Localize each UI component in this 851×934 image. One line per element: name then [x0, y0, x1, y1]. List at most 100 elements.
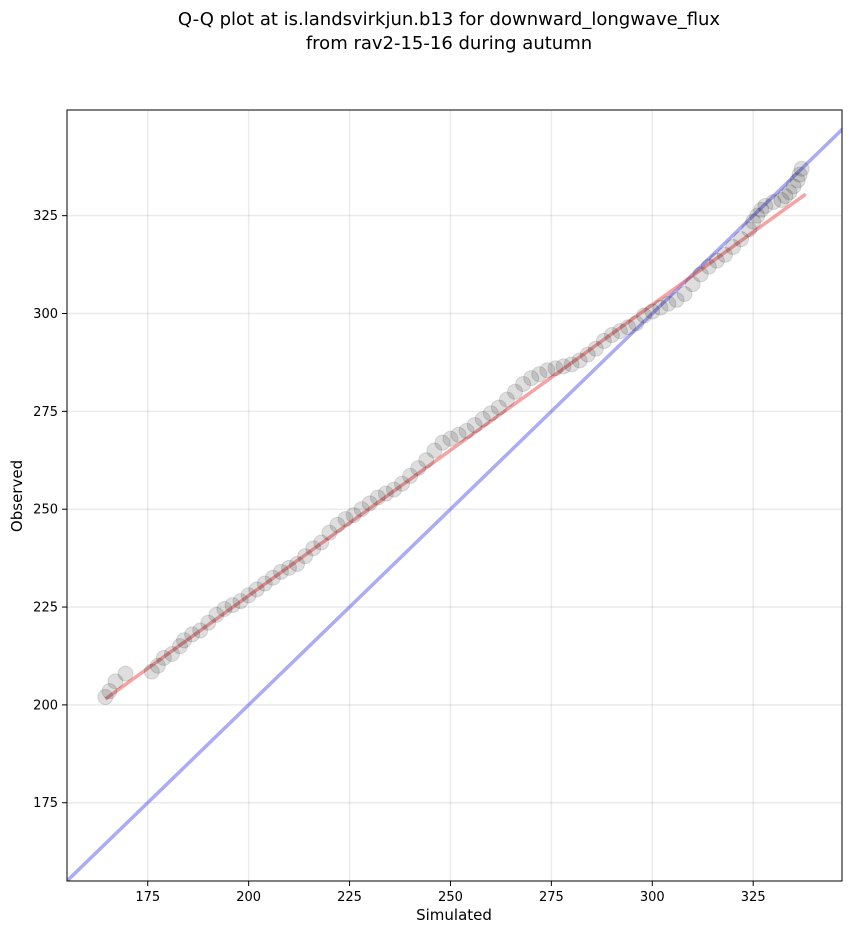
data-point	[507, 383, 524, 400]
data-point	[765, 193, 782, 210]
data-point	[345, 507, 362, 524]
y-tick-label: 250	[33, 503, 58, 518]
data-point	[571, 352, 588, 369]
data-point	[163, 646, 180, 663]
data-point	[498, 391, 515, 408]
data-point	[289, 555, 306, 572]
data-point	[143, 663, 160, 680]
data-point	[466, 417, 483, 434]
x-tick-label: 225	[337, 890, 362, 905]
data-point	[628, 315, 645, 332]
y-tick-label: 175	[33, 796, 58, 811]
data-point	[192, 622, 209, 639]
x-axis: 175 200 225 250 275 300 325	[135, 881, 766, 905]
chart-title-line1: Q-Q plot at is.landsvirkjun.b13 for down…	[178, 9, 721, 30]
data-point	[385, 481, 402, 498]
data-point	[531, 366, 548, 383]
data-point	[450, 426, 467, 443]
data-point	[781, 184, 798, 201]
data-point	[107, 673, 124, 690]
data-point	[117, 665, 134, 682]
data-point	[773, 192, 790, 209]
y-axis: 175 200 225 250 275 300 325	[33, 209, 67, 811]
data-point	[184, 626, 201, 643]
data-point	[611, 323, 628, 340]
data-point	[523, 370, 540, 387]
data-point	[587, 340, 604, 357]
data-point	[369, 489, 386, 506]
data-point	[620, 319, 637, 336]
data-point	[216, 600, 233, 617]
data-point	[458, 422, 475, 439]
data-point	[149, 657, 166, 674]
data-point	[297, 548, 314, 565]
points-group	[97, 160, 810, 706]
x-tick-label: 275	[539, 890, 564, 905]
data-point	[668, 291, 685, 308]
data-point	[741, 221, 758, 238]
data-point	[155, 649, 172, 666]
data-point	[272, 563, 289, 580]
data-point	[394, 475, 411, 492]
data-point	[337, 510, 354, 527]
data-point	[434, 434, 451, 451]
x-tick-label: 300	[640, 890, 665, 905]
data-point	[264, 569, 281, 586]
data-point	[305, 540, 322, 557]
data-point	[749, 207, 766, 224]
data-point	[418, 452, 435, 469]
x-axis-label: Simulated	[416, 906, 492, 924]
data-point	[313, 534, 330, 551]
identity-line	[67, 127, 842, 881]
data-point	[482, 405, 499, 422]
data-point	[256, 575, 273, 592]
data-point	[700, 258, 717, 275]
y-axis-label: Observed	[8, 460, 26, 532]
data-point	[353, 501, 370, 518]
data-point	[660, 295, 677, 312]
data-point	[515, 375, 532, 392]
data-point	[321, 524, 338, 541]
data-point	[402, 467, 419, 484]
data-point	[200, 614, 217, 631]
data-point	[232, 593, 249, 610]
data-point	[595, 332, 612, 349]
data-point	[733, 231, 750, 248]
data-point	[692, 266, 709, 283]
grid	[67, 110, 842, 881]
x-tick-label: 175	[135, 890, 160, 905]
data-point	[555, 358, 572, 375]
y-tick-label: 225	[33, 601, 58, 616]
data-point	[652, 299, 669, 316]
y-tick-label: 325	[33, 209, 58, 224]
y-tick-label: 275	[33, 405, 58, 420]
x-tick-label: 200	[236, 890, 261, 905]
data-point	[97, 689, 114, 706]
data-point	[753, 201, 770, 218]
data-point	[410, 460, 427, 477]
x-tick-label: 325	[741, 890, 766, 905]
data-point	[101, 683, 118, 700]
data-point	[172, 638, 189, 655]
data-point	[789, 172, 806, 189]
data-point	[176, 632, 193, 649]
data-point	[474, 411, 491, 428]
data-point	[745, 213, 762, 230]
chart-title-line2: from rav2-15-16 during autumn	[306, 33, 592, 54]
data-point	[547, 360, 564, 377]
data-point	[240, 587, 257, 604]
data-point	[644, 303, 661, 320]
y-tick-label: 300	[33, 307, 58, 322]
data-point	[563, 356, 580, 373]
data-point	[329, 516, 346, 533]
data-point	[224, 597, 241, 614]
data-point	[490, 399, 507, 416]
data-point	[426, 442, 443, 459]
data-point	[793, 160, 810, 177]
data-point	[281, 559, 298, 576]
data-point	[603, 327, 620, 344]
data-point	[361, 495, 378, 512]
data-point	[785, 178, 802, 195]
data-point	[716, 246, 733, 263]
